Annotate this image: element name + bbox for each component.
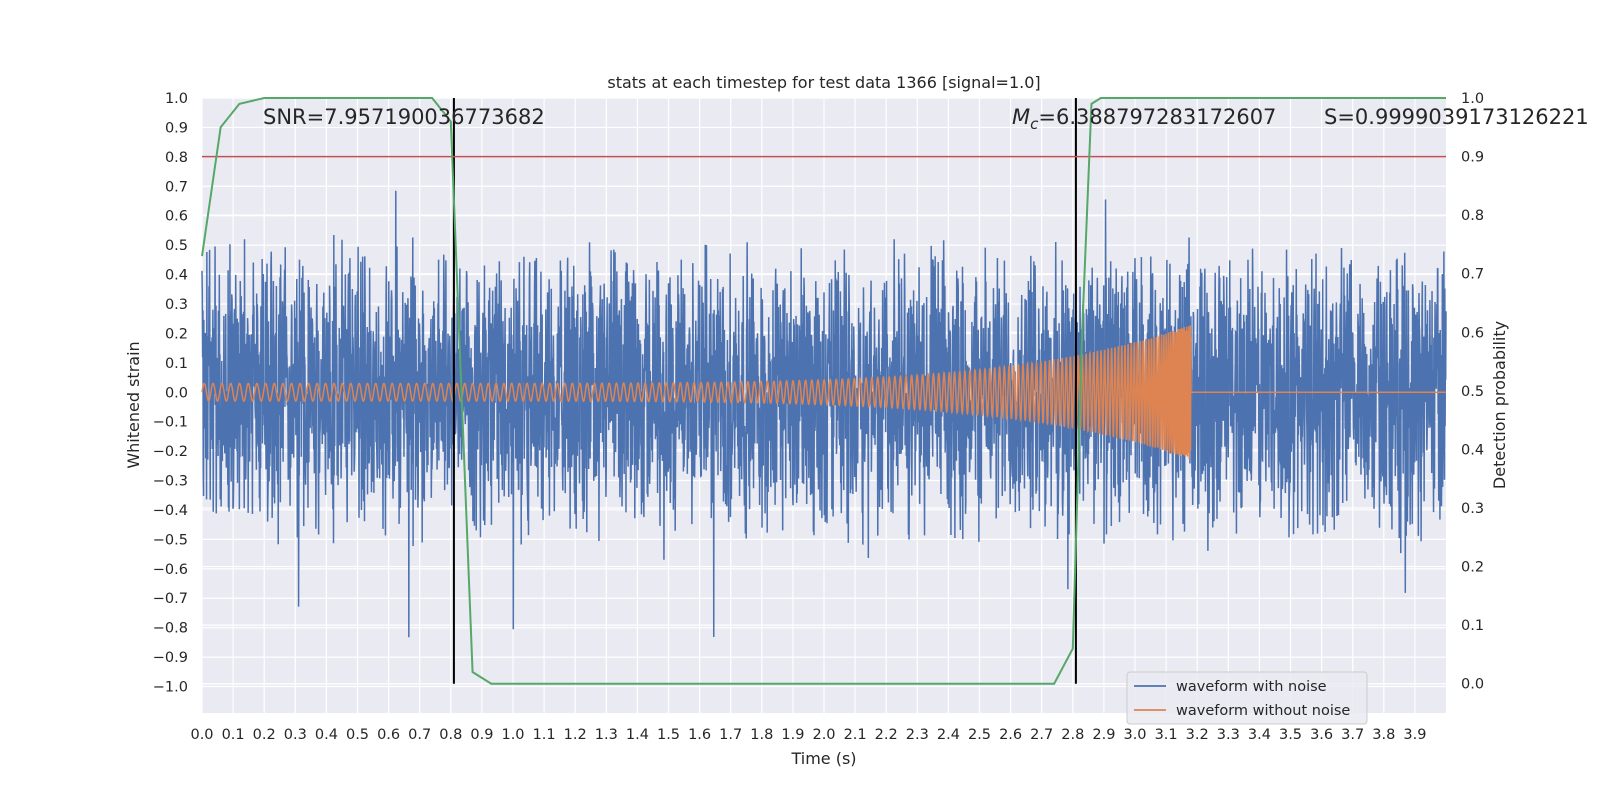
x-tick-label: 3.4: [1248, 727, 1271, 743]
x-tick-label: 3.5: [1279, 727, 1302, 743]
y-tick-label: 0.6: [165, 209, 188, 225]
x-tick-label: 2.1: [844, 727, 867, 743]
x-tick-label: 1.9: [781, 727, 804, 743]
y-tick-label: −0.5: [153, 532, 188, 548]
y-tick-label: −0.8: [153, 621, 188, 637]
y-tick-labels: 1.0 0.9 0.8 0.7 0.6 0.5 0.4 0.3 0.2 0.1 0.0 −0.1 −0.…: [153, 91, 188, 696]
chirp-mass-annotation: Mc=6.388797283172607: [1012, 105, 1276, 133]
x-tick-label: 0.3: [284, 727, 307, 743]
x-tick-label: 0.0: [190, 727, 213, 743]
y2-tick-label: 1.0: [1461, 91, 1484, 107]
y2-tick-label: 0.2: [1461, 560, 1484, 576]
x-tick-label: 3.7: [1341, 727, 1364, 743]
y2-tick-label: 0.4: [1461, 442, 1484, 458]
x-tick-label: 1.3: [595, 727, 618, 743]
x-axis-label: Time (s): [790, 749, 856, 768]
y-tick-label: −0.6: [153, 562, 188, 578]
legend-box: [1126, 671, 1368, 725]
y2-tick-label: 0.3: [1461, 501, 1484, 517]
x-tick-label: 1.0: [501, 727, 524, 743]
x-tick-label: 1.8: [750, 727, 773, 743]
x-tick-label: 0.6: [377, 727, 400, 743]
y-tick-label: −1.0: [153, 680, 188, 696]
y-tick-label: 0.5: [165, 238, 188, 254]
x-tick-label: 2.2: [875, 727, 898, 743]
chirp-mass-value: =6.388797283172607: [1038, 105, 1276, 129]
chart-title: stats at each timestep for test data 136…: [607, 73, 1040, 92]
x-tick-label: 3.2: [1186, 727, 1209, 743]
x-tick-label: 0.7: [408, 727, 431, 743]
y-tick-label: 0.2: [165, 326, 188, 342]
y-tick-label: −0.2: [153, 444, 188, 460]
y-tick-label: 0.1: [165, 356, 188, 372]
x-tick-label: 1.4: [626, 727, 649, 743]
x-tick-label: 0.9: [470, 727, 493, 743]
snr-annotation: SNR=7.957190036773682: [263, 105, 545, 129]
x-tick-label: 0.2: [253, 727, 276, 743]
x-tick-label: 0.4: [315, 727, 338, 743]
y2-tick-label: 0.7: [1461, 267, 1484, 283]
y2-tick-label: 0.0: [1461, 677, 1484, 693]
x-tick-label: 2.4: [937, 727, 960, 743]
legend-label-clean: waveform without noise: [1176, 703, 1350, 719]
y2-tick-label: 0.1: [1461, 618, 1484, 634]
chirp-mass-subscript: c: [1030, 115, 1039, 133]
legend-label-noise: waveform with noise: [1176, 679, 1327, 695]
x-tick-label: 0.1: [222, 727, 245, 743]
detection-probability-line: [201, 97, 1446, 685]
x-tick-label: 3.0: [1123, 727, 1146, 743]
chirp-mass-symbol: M: [1012, 105, 1030, 129]
data-series: [201, 97, 1447, 685]
x-tick-label: 3.1: [1155, 727, 1178, 743]
x-tick-label: 0.5: [346, 727, 369, 743]
x-tick-label: 2.3: [906, 727, 929, 743]
clean-waveform-line: [201, 325, 1446, 460]
y-tick-label: −0.4: [153, 503, 188, 519]
x-tick-label: 2.6: [999, 727, 1022, 743]
legend: waveform with noise waveform without noi…: [1126, 671, 1368, 725]
y-tick-label: 0.9: [165, 120, 188, 136]
x-tick-label: 1.2: [564, 727, 587, 743]
x-tick-label: 2.5: [968, 727, 991, 743]
x-tick-label: 2.8: [1061, 727, 1084, 743]
y-tick-label: −0.7: [153, 591, 188, 607]
y-axis-label: Whitened strain: [124, 341, 143, 468]
x-tick-label: 2.7: [1030, 727, 1053, 743]
score-annotation: S=0.9999039173126221: [1324, 105, 1589, 129]
x-tick-label: 1.7: [719, 727, 742, 743]
y-tick-label: 0.3: [165, 297, 188, 313]
y2-axis-label: Detection probability: [1490, 321, 1509, 489]
y-tick-label: 0.4: [165, 268, 188, 284]
x-tick-label: 1.5: [657, 727, 680, 743]
x-tick-label: 1.6: [688, 727, 711, 743]
x-tick-label: 0.8: [439, 727, 462, 743]
y2-tick-label: 0.9: [1461, 150, 1484, 166]
x-tick-label: 1.1: [533, 727, 556, 743]
y-tick-label: −0.3: [153, 474, 188, 490]
y-tick-label: −0.9: [153, 650, 188, 666]
x-tick-label: 3.3: [1217, 727, 1240, 743]
y2-tick-label: 0.5: [1461, 384, 1484, 400]
y2-tick-label: 0.6: [1461, 325, 1484, 341]
y-tick-label: −0.1: [153, 415, 188, 431]
x-tick-label: 2.0: [812, 727, 835, 743]
y2-tick-labels: 1.0 0.9 0.8 0.7 0.6 0.5 0.4 0.3 0.2 0.1 0.0: [1461, 91, 1484, 693]
y2-tick-label: 0.8: [1461, 208, 1484, 224]
x-tick-labels: 0.0 0.1 0.2 0.3 0.4 0.5 0.6 0.7 0.8 0.9 1.0 1.1 1.2 1…: [190, 727, 1426, 743]
x-tick-label: 2.9: [1092, 727, 1115, 743]
y-tick-label: 0.7: [165, 179, 188, 195]
x-tick-label: 3.6: [1310, 727, 1333, 743]
x-tick-label: 3.9: [1403, 727, 1426, 743]
noise-waveform-line: [201, 190, 1447, 638]
y-tick-label: 0.8: [165, 150, 188, 166]
y-tick-label: 1.0: [165, 91, 188, 107]
x-tick-label: 3.8: [1372, 727, 1395, 743]
y-tick-label: 0.0: [165, 385, 188, 401]
